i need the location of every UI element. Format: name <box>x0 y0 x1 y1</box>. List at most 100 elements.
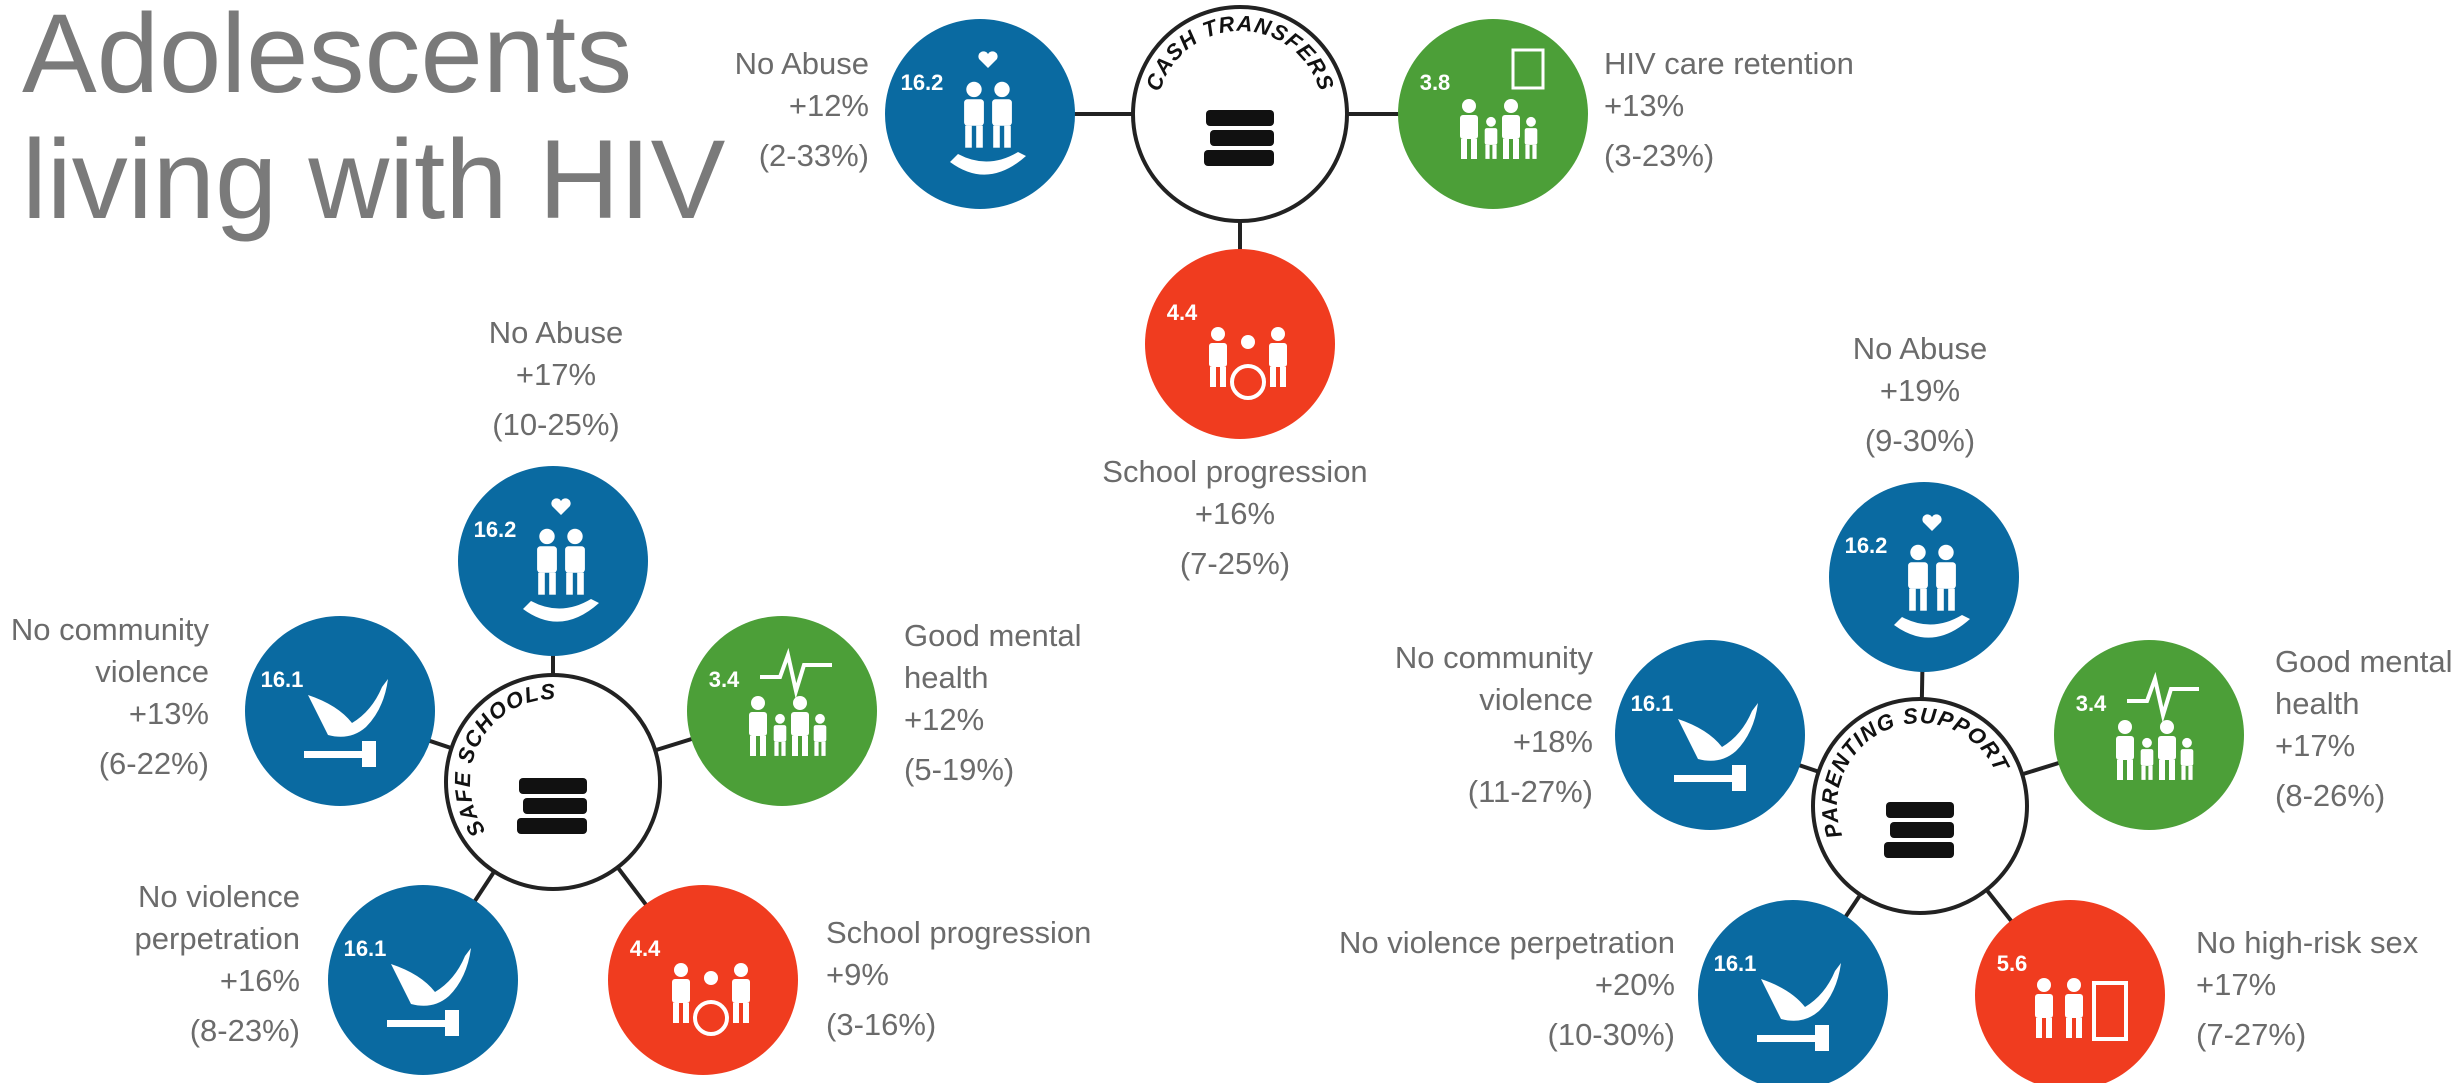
icon-part <box>672 979 690 1003</box>
icon-part <box>992 99 1012 126</box>
icon-part <box>683 1003 689 1023</box>
icon-part <box>1732 765 1746 791</box>
outcome-label: No Abuse <box>1853 331 1987 366</box>
icon-part <box>1460 115 1478 139</box>
icon-part <box>2160 720 2174 734</box>
outcome-ci: (3-16%) <box>826 1007 936 1042</box>
icon-part <box>2148 765 2153 780</box>
icon-part <box>549 572 556 595</box>
icon-part <box>976 125 983 148</box>
outcome-label: violence <box>95 654 209 689</box>
outcome-badge: 3.8 <box>1398 19 1588 209</box>
sdg-code: 16.1 <box>261 667 304 692</box>
icon-part <box>1462 99 1476 113</box>
outcome-badge: 16.2 <box>458 466 648 656</box>
icon-part <box>1815 1025 1829 1051</box>
icon-part <box>964 99 984 126</box>
sdg-code: 5.6 <box>1997 951 2028 976</box>
icon-part <box>1269 343 1287 367</box>
icon-part <box>773 725 787 742</box>
icon-part <box>1271 327 1285 341</box>
icon-part <box>1909 588 1916 611</box>
icon-part <box>523 599 599 622</box>
badge-circle <box>1145 249 1335 439</box>
icon-part <box>1211 327 1225 341</box>
badge-circle <box>328 885 518 1075</box>
outcome-effect: +12% <box>789 88 869 123</box>
icon-part <box>693 1000 729 1036</box>
sdg-code: 3.4 <box>2076 691 2107 716</box>
icon-part <box>2076 1018 2082 1038</box>
icon-part <box>2092 981 2128 1041</box>
icon-part <box>673 1003 679 1023</box>
icon-part <box>1503 139 1509 159</box>
icon-part <box>1761 963 1841 1021</box>
icon-part <box>362 741 376 767</box>
icon-part <box>1525 144 1530 159</box>
icon-part <box>978 51 998 68</box>
outcome-label: No violence perpetration <box>1339 925 1675 960</box>
outcome-ci: (6-22%) <box>99 746 209 781</box>
outcome-label: health <box>2275 686 2359 721</box>
icon-part <box>674 963 688 977</box>
icon-part <box>965 125 972 148</box>
icon-part <box>2181 765 2186 780</box>
icon-part <box>2159 760 2165 780</box>
icon-part <box>1532 144 1537 159</box>
icon-part <box>775 713 785 724</box>
hub: SAFE SCHOOLS <box>444 673 662 891</box>
icon-part <box>2036 1018 2042 1038</box>
hub-icon <box>1884 842 1954 858</box>
icon-part <box>792 736 798 756</box>
icon-part <box>2127 760 2133 780</box>
icon-part <box>539 528 555 545</box>
icon-part <box>2065 994 2083 1018</box>
icon-part <box>814 741 819 756</box>
hub-icon <box>1890 822 1954 838</box>
icon-part <box>751 696 765 710</box>
icon-part <box>2037 978 2051 992</box>
icon-part <box>1241 335 1255 349</box>
icon-part <box>2066 1018 2072 1038</box>
icon-part <box>1937 588 1944 611</box>
icon-part <box>732 979 750 1003</box>
outcome-badge: 16.1 <box>1698 900 1888 1083</box>
badge-circle <box>1698 900 1888 1083</box>
outcome-effect: +19% <box>1880 373 1960 408</box>
icon-part <box>445 1010 459 1036</box>
outcome-label: No Abuse <box>735 46 869 81</box>
hub: CASH TRANSFERS <box>1131 5 1349 223</box>
hub: PARENTING SUPPORT <box>1811 697 2029 915</box>
icon-part <box>2182 737 2192 748</box>
icon-part <box>749 712 767 736</box>
icon-part <box>1484 128 1498 145</box>
icon-part <box>2117 760 2123 780</box>
sdg-code: 16.1 <box>344 936 387 961</box>
hub-icon <box>1206 110 1274 126</box>
icon-part <box>1922 514 1942 531</box>
outcome-badge: 16.2 <box>885 19 1075 209</box>
outcome-ci: (7-27%) <box>2196 1017 2306 1052</box>
icon-part <box>1492 144 1497 159</box>
outcome-label: No violence <box>138 879 300 914</box>
outcome-ci: (10-25%) <box>492 407 620 442</box>
outcome-ci: (2-33%) <box>759 138 869 173</box>
outcome-effect: +12% <box>904 702 984 737</box>
icon-part <box>1220 367 1226 387</box>
icon-part <box>1908 562 1928 589</box>
icon-part <box>1938 544 1954 561</box>
badge-circle <box>608 885 798 1075</box>
icon-part <box>815 713 825 724</box>
icon-part <box>565 546 585 573</box>
outcome-label: health <box>904 660 988 695</box>
icon-part <box>781 741 786 756</box>
outcome-badge: 16.1 <box>328 885 518 1075</box>
sdg-code: 16.2 <box>474 517 517 542</box>
icon-part <box>1486 116 1496 127</box>
outcome-effect: +13% <box>129 696 209 731</box>
badge-circle <box>1398 19 1588 209</box>
icon-part <box>566 572 573 595</box>
icon-part <box>1280 367 1286 387</box>
icon-part <box>2158 736 2176 760</box>
